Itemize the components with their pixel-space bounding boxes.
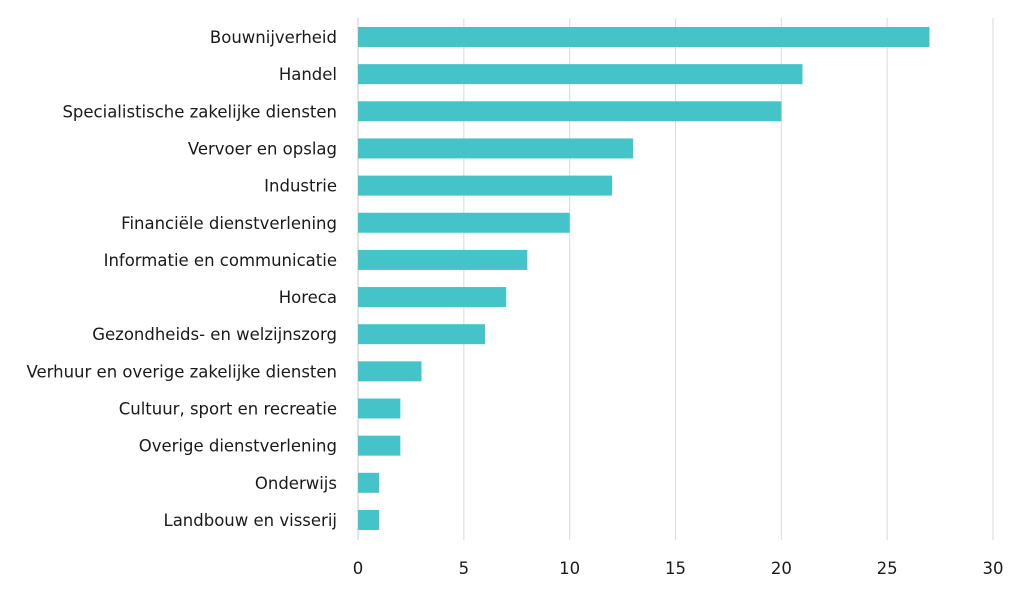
x-tick-label: 25 (877, 559, 898, 578)
x-tick-label: 30 (983, 559, 1004, 578)
bar (358, 398, 401, 419)
bar (358, 64, 803, 85)
bar (358, 509, 380, 530)
bar (358, 472, 380, 493)
category-label: Gezondheids- en welzijnszorg (92, 325, 337, 344)
x-tick-label: 10 (559, 559, 580, 578)
category-label: Vervoer en opslag (188, 139, 337, 158)
bar (358, 324, 485, 345)
bars (358, 27, 930, 530)
category-label: Handel (279, 65, 337, 84)
x-tick-label: 0 (353, 559, 364, 578)
bar (358, 287, 507, 308)
category-label: Horeca (279, 288, 337, 307)
category-label: Cultuur, sport en recreatie (119, 400, 337, 419)
category-label: Overige dienstverlening (139, 437, 337, 456)
x-tick-labels: 0 5 10 15 20 25 30 (353, 559, 1004, 578)
category-label: Specialistische zakelijke diensten (62, 102, 337, 121)
gridlines (357, 18, 994, 540)
bar (358, 27, 930, 47)
category-label: Verhuur en overige zakelijke diensten (26, 362, 337, 381)
category-label: Landbouw en visserij (164, 511, 338, 530)
x-tick-label: 15 (665, 559, 686, 578)
category-label: Onderwijs (255, 474, 337, 493)
bar (358, 212, 570, 233)
category-label: Industrie (264, 177, 337, 196)
bar (358, 175, 612, 196)
bar (358, 101, 782, 122)
bar (358, 138, 634, 159)
x-tick-label: 5 (459, 559, 470, 578)
x-tick-label: 20 (771, 559, 792, 578)
bar (358, 361, 422, 382)
category-label: Informatie en communicatie (104, 251, 337, 270)
category-label: Financiële dienstverlening (121, 214, 337, 233)
category-labels: Bouwnijverheid Handel Specialistische zake… (26, 28, 337, 530)
bar (358, 435, 401, 456)
bar (358, 249, 528, 270)
category-label: Bouwnijverheid (210, 28, 337, 47)
